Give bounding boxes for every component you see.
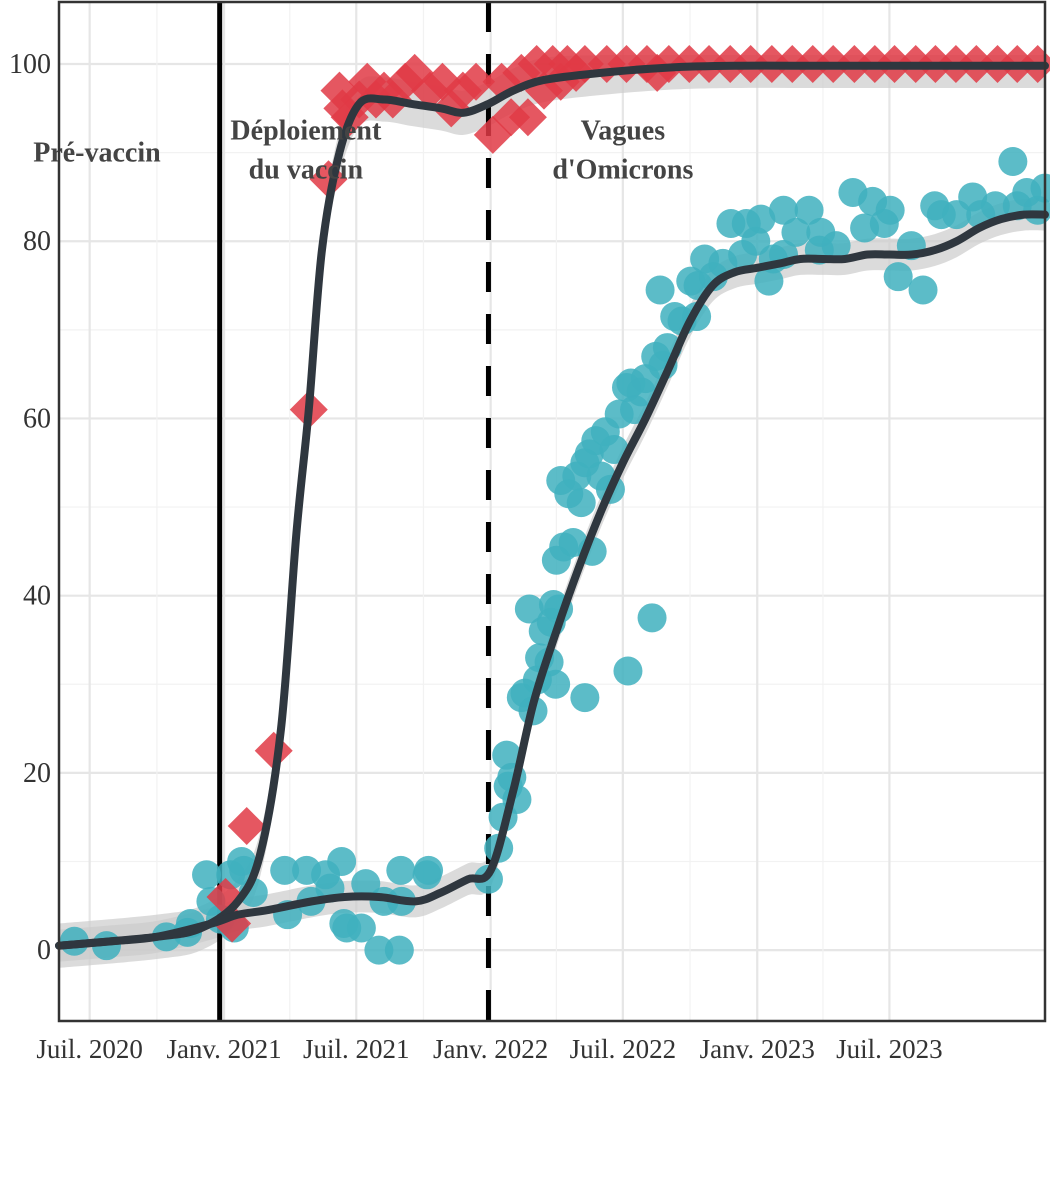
x-axis-ticks: Juil. 2020 Janv. 2021 Juil. 2021 Janv. 2022…: [36, 1034, 942, 1064]
diamond-point: [508, 98, 547, 137]
circle-point: [599, 434, 629, 464]
circle-point: [746, 204, 776, 234]
circle-point: [386, 855, 416, 885]
phase-labels: Pré-vaccin Déploiement du vaccin Vagues d'Om…: [33, 115, 693, 185]
circle-point: [270, 855, 300, 885]
x-tick-label: Juil. 2021: [303, 1034, 410, 1064]
circle-point: [346, 913, 376, 943]
phase-label-line: d'Omicrons: [552, 154, 693, 185]
phase-label-line: Vagues: [581, 115, 666, 146]
diamond-point: [457, 62, 496, 101]
y-tick-label: 0: [37, 935, 51, 966]
y-tick-label: 100: [9, 49, 51, 80]
circle-point: [613, 656, 643, 686]
phase-label: Vagues d'Omicrons: [552, 115, 693, 185]
y-tick-label: 80: [23, 226, 51, 257]
circle-point: [821, 231, 851, 261]
x-tick-label: Janv. 2023: [700, 1034, 815, 1064]
diamond-point: [227, 807, 266, 846]
x-tick-label: Juil. 2022: [570, 1034, 677, 1064]
x-tick-label: Juil. 2020: [36, 1034, 143, 1064]
circle-point: [637, 603, 667, 633]
phase-label: Pré-vaccin: [33, 137, 161, 168]
circle-point: [883, 262, 913, 292]
trend-lines: [55, 61, 1049, 950]
circle-series: [59, 146, 1050, 965]
y-axis-ticks: 0 20 40 60 80 100: [9, 49, 51, 966]
circle-point: [645, 275, 675, 305]
circle-point: [908, 275, 938, 305]
circle-point: [781, 217, 811, 247]
circle-point: [492, 740, 522, 770]
x-tick-label: Juil. 2023: [836, 1034, 943, 1064]
circle-point: [514, 594, 544, 624]
circle-trend-line: [55, 210, 1049, 950]
plot-border: [57, 0, 1047, 1023]
circle-point: [327, 847, 357, 877]
circle-point: [980, 191, 1010, 221]
circle-point: [566, 488, 596, 518]
phase-label-line: Déploiement: [230, 115, 382, 146]
y-tick-label: 60: [23, 403, 51, 434]
phase-label-line: du vaccin: [249, 154, 364, 185]
circle-point: [875, 195, 905, 225]
circle-point: [384, 935, 414, 965]
circle-point: [351, 869, 381, 899]
circle-point: [414, 855, 444, 885]
diamond-trend-line: [55, 61, 1049, 950]
y-tick-label: 20: [23, 758, 51, 789]
circle-point: [754, 266, 784, 296]
x-tick-label: Janv. 2022: [433, 1034, 548, 1064]
circle-point: [741, 226, 771, 256]
circle-point: [998, 146, 1028, 176]
y-tick-label: 40: [23, 581, 51, 612]
phase-label-line: Pré-vaccin: [33, 137, 161, 168]
circle-point: [192, 860, 222, 890]
circle-point: [769, 195, 799, 225]
circle-point: [570, 683, 600, 713]
circle-point: [541, 669, 571, 699]
circle-point: [794, 195, 824, 225]
x-tick-label: Janv. 2021: [166, 1034, 281, 1064]
phase-label: Déploiement du vaccin: [230, 115, 382, 185]
circle-point: [364, 935, 394, 965]
